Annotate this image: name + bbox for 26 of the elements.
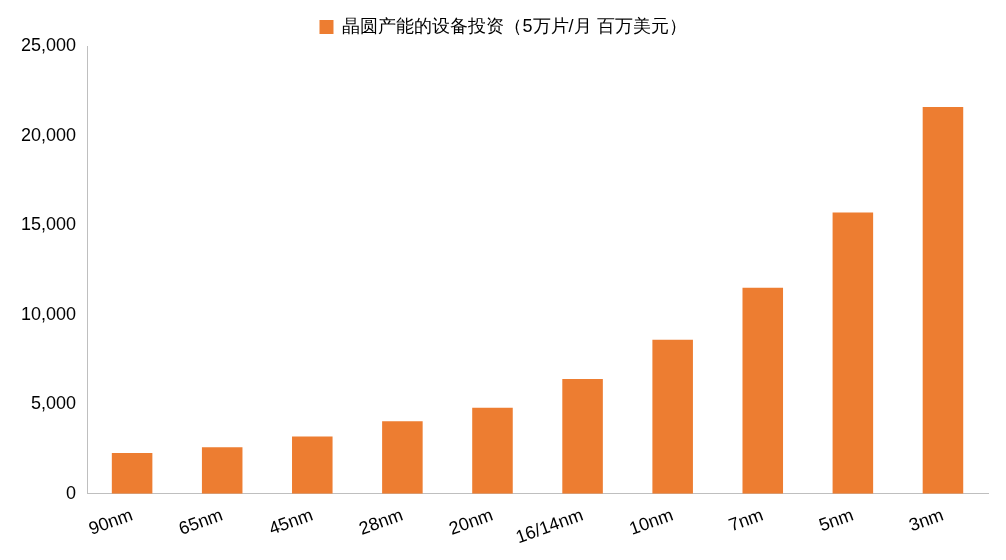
x-tick-label: 45nm (266, 504, 316, 539)
x-tick-label: 65nm (176, 504, 226, 539)
x-tick-label: 20nm (446, 504, 496, 539)
x-tick-label: 90nm (86, 504, 136, 539)
y-tick-label: 20,000 (20, 124, 77, 145)
bar (742, 287, 784, 494)
x-tick-label: 28nm (356, 504, 406, 539)
legend-label: 晶圆产能的设备投资（5万片/月 百万美元） (342, 15, 687, 36)
bar (652, 339, 693, 494)
bar (111, 453, 153, 494)
bar (832, 212, 874, 494)
bar (201, 447, 243, 494)
x-tick-label: 3nm (906, 504, 947, 536)
bar (472, 407, 513, 494)
bar (382, 421, 423, 494)
bar (292, 436, 333, 494)
x-tick-label: 10nm (626, 504, 676, 539)
x-tick-label: 7nm (726, 504, 766, 536)
x-tick-label: 5nm (816, 504, 856, 536)
bar (562, 379, 603, 494)
y-tick-label: 5,000 (31, 393, 77, 414)
bar (922, 106, 964, 494)
y-tick-label: 10,000 (20, 303, 77, 324)
y-tick-label: 15,000 (20, 214, 77, 235)
y-tick-label: 0 (66, 482, 77, 503)
y-tick-label: 25,000 (20, 34, 77, 55)
